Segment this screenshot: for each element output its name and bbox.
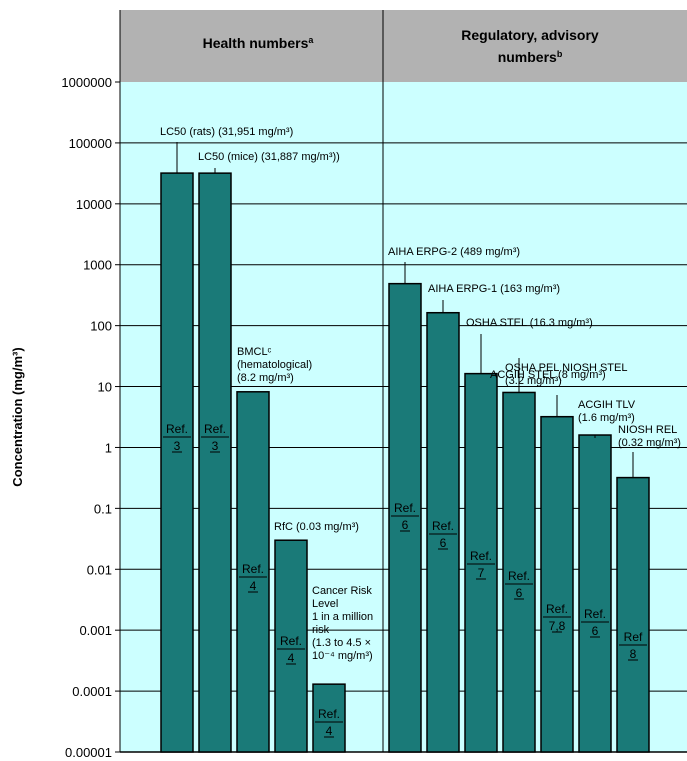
bar-ref-label: Ref. bbox=[432, 519, 454, 533]
y-tick-label: 10 bbox=[98, 380, 112, 395]
bar-annotation: LC50 (mice) (31,887 mg/m³)) bbox=[198, 151, 340, 163]
bar-annotation: LC50 (rats) (31,951 mg/m³) bbox=[160, 126, 293, 138]
bar bbox=[464, 372, 498, 753]
bar-ref-label: Ref. bbox=[242, 562, 264, 576]
bar-ref-label: Ref. bbox=[280, 634, 302, 648]
bar-ref-label: Ref. bbox=[508, 569, 530, 583]
y-tick-label: 1 bbox=[105, 440, 112, 455]
bar-ref-number: 6 bbox=[592, 624, 599, 638]
group-header-regulatory: Regulatory, advisory bbox=[461, 27, 599, 43]
bar-ref-number: 7 bbox=[478, 566, 485, 580]
bar-ref-number: 6 bbox=[440, 536, 447, 550]
bar-annotation: Level bbox=[312, 598, 338, 610]
bar-ref-number: 6 bbox=[402, 518, 409, 532]
bar-annotation: (1.3 to 4.5 × bbox=[312, 637, 371, 649]
y-tick-label: 100000 bbox=[69, 136, 112, 151]
bar-annotation: (3.2 mg/m³) bbox=[505, 375, 562, 387]
y-tick-label: 100 bbox=[90, 319, 112, 334]
bar-ref-number: 4 bbox=[288, 651, 295, 665]
y-tick-label: 0.00001 bbox=[65, 745, 112, 760]
bar-annotation: AIHA ERPG-1 (163 mg/m³) bbox=[428, 283, 560, 295]
bar-ref-number: 8 bbox=[630, 647, 637, 661]
header-band bbox=[120, 10, 687, 82]
bar-ref-number: 6 bbox=[516, 586, 523, 600]
bar-annotation: OSHA PEL NIOSH STEL bbox=[505, 362, 627, 374]
bar bbox=[578, 434, 612, 753]
bar-ref-label: Ref. bbox=[394, 501, 416, 515]
bar bbox=[198, 172, 232, 753]
bar-ref-label: Ref bbox=[624, 630, 643, 644]
group-header-health: Health numbersa bbox=[203, 35, 315, 51]
bar-annotation: NIOSH REL bbox=[618, 424, 677, 436]
bar-ref-number: 4 bbox=[326, 724, 333, 738]
bar-annotation: 1 in a million bbox=[312, 611, 373, 623]
y-axis-label: Concentration (mg/m³) bbox=[10, 347, 25, 486]
bar-ref-label: Ref. bbox=[204, 422, 226, 436]
bar bbox=[426, 311, 460, 753]
bar-annotation: 10⁻⁴ mg/m³) bbox=[312, 650, 373, 662]
bar-annotation: (hematological) bbox=[237, 359, 312, 371]
bar-ref-label: Ref. bbox=[318, 707, 340, 721]
bar-ref-label: Ref. bbox=[166, 422, 188, 436]
bar bbox=[388, 282, 422, 753]
bar bbox=[312, 683, 346, 753]
bar-annotation: (8.2 mg/m³) bbox=[237, 372, 294, 384]
bar-annotation: Cancer Risk bbox=[312, 585, 372, 597]
y-tick-label: 0.0001 bbox=[72, 684, 112, 699]
bar-annotation: BMCLᶜ bbox=[237, 346, 272, 358]
y-tick-label: 0.01 bbox=[87, 562, 112, 577]
bar-annotation: OSHA STEL (16.3 mg/m³) bbox=[466, 317, 593, 329]
bar bbox=[160, 172, 194, 753]
group-header-sup: b bbox=[557, 49, 563, 59]
bar bbox=[236, 391, 270, 753]
group-header-regulatory-line2: numbersb bbox=[498, 49, 563, 65]
bar bbox=[616, 476, 650, 753]
bar-ref-label: Ref. bbox=[546, 602, 568, 616]
bar-ref-label: Ref. bbox=[584, 607, 606, 621]
y-tick-label: 1000000 bbox=[61, 75, 112, 90]
bar bbox=[540, 415, 574, 753]
bar-ref-label: Ref. bbox=[470, 549, 492, 563]
group-header-sup: a bbox=[308, 35, 314, 45]
bar-annotation: (0.32 mg/m³) bbox=[618, 437, 681, 449]
bar-ref-number: 3 bbox=[212, 439, 219, 453]
bar-annotation: (1.6 mg/m³) bbox=[578, 412, 635, 424]
bar-ref-number: 3 bbox=[174, 439, 181, 453]
bar-ref-number: 7,8 bbox=[549, 619, 566, 633]
y-tick-label: 10000 bbox=[76, 197, 112, 212]
y-tick-label: 0.001 bbox=[79, 623, 112, 638]
bar-annotation: risk bbox=[312, 624, 330, 636]
y-tick-label: 1000 bbox=[83, 258, 112, 273]
bar-annotation: RfC (0.03 mg/m³) bbox=[274, 521, 359, 533]
bar bbox=[502, 391, 536, 753]
y-tick-label: 0.1 bbox=[94, 501, 112, 516]
bar-annotation: AIHA ERPG-2 (489 mg/m³) bbox=[388, 246, 520, 258]
bar bbox=[274, 539, 308, 753]
bar-ref-number: 4 bbox=[250, 579, 257, 593]
bar-annotation: ACGIH TLV bbox=[578, 399, 636, 411]
